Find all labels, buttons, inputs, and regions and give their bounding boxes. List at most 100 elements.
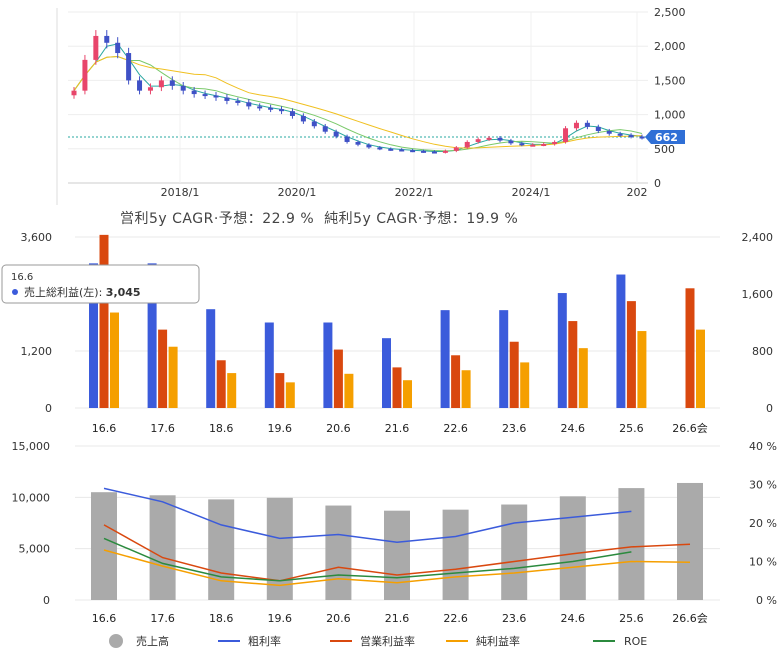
price-y-tick-label: 500: [654, 143, 675, 156]
legend: 売上高 粗利率 営業利益率 純利益率 ROE: [109, 634, 647, 648]
profit-bar: [578, 348, 588, 408]
price-candle: [563, 128, 569, 142]
sales-bar: [91, 492, 117, 600]
profit-right-y-tick-label: 2,400: [742, 231, 774, 244]
price-candle: [235, 100, 241, 103]
sales-bar: [266, 497, 293, 600]
price-y-tick-label: 2,000: [654, 40, 686, 53]
legend-label-operating-margin: 営業利益率: [360, 634, 415, 648]
tooltip-label: 売上総利益(左):: [24, 285, 106, 299]
profit-x-tick-label: 20.6: [326, 422, 351, 435]
margin-x-tick-label: 23.6: [502, 612, 527, 625]
price-candle: [595, 126, 601, 132]
last-price-badge: 662: [645, 130, 685, 144]
sales-bar: [208, 499, 235, 600]
legend-item-roe[interactable]: ROE: [593, 635, 647, 648]
price-candle: [180, 85, 186, 91]
legend-marker-sales: [109, 634, 123, 648]
legend-item-net-margin[interactable]: 純利益率: [446, 634, 520, 648]
sales-bar: [501, 504, 528, 600]
price-candle: [377, 147, 383, 150]
legend-item-sales[interactable]: 売上高: [109, 634, 169, 648]
price-candle: [322, 126, 328, 132]
price-x-tick-label: 2022/1: [395, 186, 434, 199]
profit-bar: [110, 312, 119, 408]
tooltip-value: 3,045: [106, 286, 141, 299]
tooltip-title: 16.6: [11, 272, 33, 283]
price-candle: [497, 137, 503, 141]
legend-label-gross-margin: 粗利率: [248, 634, 281, 648]
profit-x-tick-label: 22.6: [443, 422, 468, 435]
price-candle: [115, 42, 121, 54]
price-candle: [421, 150, 427, 153]
profit-left-y-tick-label: 0: [45, 402, 52, 415]
profit-bar: [99, 234, 109, 408]
margin-left-y-tick-label: 15,000: [12, 440, 51, 453]
legend-label-sales: 売上高: [136, 634, 169, 648]
margin-x-tick-label: 21.6: [385, 612, 410, 625]
legend-item-gross-margin[interactable]: 粗利率: [218, 634, 281, 648]
profit-chart: 3,600 1,200 0 2,400 1,600 800 0 16.6 17.6 18.6 19…: [1, 231, 774, 435]
profit-right-y-tick-label: 800: [752, 345, 773, 358]
price-candle: [104, 35, 110, 43]
profit-x-tick-label: 19.6: [268, 422, 293, 435]
price-candle: [410, 150, 416, 153]
profit-right-y-tick-label: 1,600: [742, 288, 774, 301]
profit-bar: [275, 373, 285, 408]
margin-x-tick-label: 20.6: [326, 612, 351, 625]
profit-bar: [264, 322, 274, 408]
profit-bar: [451, 355, 461, 408]
profit-bar: [285, 382, 295, 408]
legend-label-roe: ROE: [624, 635, 647, 648]
price-candle: [464, 141, 470, 148]
price-moving-average: [73, 43, 643, 152]
price-x-tick-label: 2020/1: [278, 186, 317, 199]
profit-bar: [168, 346, 178, 408]
sales-bar: [677, 482, 703, 600]
margin-line: [103, 524, 691, 582]
sales-bar: [149, 495, 176, 600]
last-price-badge-shape: [645, 130, 685, 144]
margin-x-tick-label: 26.6会: [672, 612, 708, 625]
margin-x-tick-label: 22.6: [443, 612, 468, 625]
profit-bar: [696, 329, 705, 408]
price-x-tick-label: 202: [627, 186, 648, 199]
margin-right-y-tick-label: 0 %: [756, 594, 777, 607]
profit-bar: [344, 373, 354, 408]
profit-bar: [626, 301, 636, 408]
tooltip: 16.6 売上総利益(左): 3,045: [1, 264, 200, 304]
price-candle: [300, 115, 306, 122]
margin-right-y-tick-label: 40 %: [749, 440, 777, 453]
profit-bar: [392, 367, 402, 408]
profit-x-tick-label: 21.6: [385, 422, 410, 435]
tooltip-box: [1, 264, 200, 304]
profit-bar: [637, 331, 647, 408]
price-candle: [606, 131, 612, 134]
price-x-tick-label: 2024/1: [512, 186, 551, 199]
price-candle: [617, 133, 623, 136]
price-candle: [279, 109, 285, 112]
margin-chart: 15,000 10,000 5,000 0 40 % 30 % 20 % 10 % 0 % 16…: [12, 440, 778, 625]
price-candle: [442, 150, 448, 153]
price-candle: [355, 141, 361, 145]
profit-x-tick-label: 25.6: [619, 422, 644, 435]
price-candle: [584, 122, 590, 127]
price-candle: [333, 131, 339, 137]
margin-x-tick-label: 18.6: [209, 612, 234, 625]
price-candle: [289, 111, 295, 116]
margin-left-y-tick-label: 5,000: [19, 543, 51, 556]
margin-x-tick-label: 17.6: [150, 612, 175, 625]
margin-right-y-tick-label: 30 %: [749, 479, 777, 492]
legend-item-operating-margin[interactable]: 営業利益率: [330, 634, 415, 648]
price-candle: [93, 35, 99, 60]
price-candle: [453, 147, 459, 151]
margin-line: [103, 537, 632, 582]
sales-bar: [325, 505, 352, 600]
price-candle: [475, 139, 481, 142]
profit-bar: [382, 338, 391, 408]
price-candle: [344, 136, 350, 142]
price-candle: [224, 97, 230, 101]
margin-x-tick-label: 25.6: [619, 612, 644, 625]
profit-bar: [520, 362, 530, 408]
price-candle: [399, 149, 405, 152]
